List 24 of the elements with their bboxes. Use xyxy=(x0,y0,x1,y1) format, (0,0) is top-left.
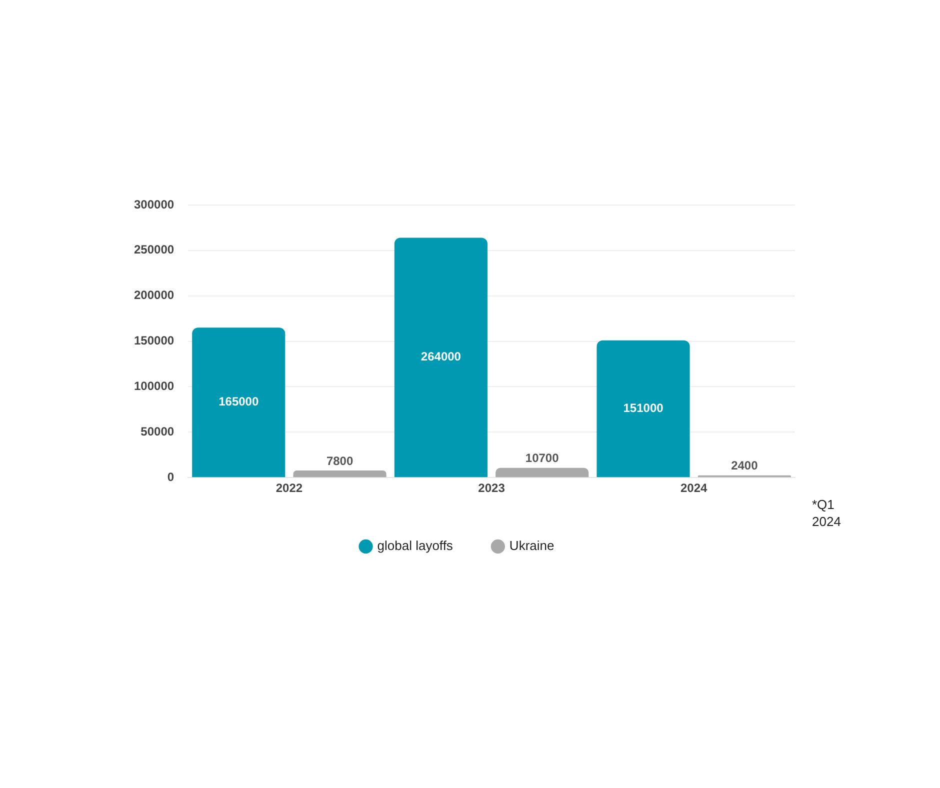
bar xyxy=(293,470,386,478)
y-tick-label: 300000 xyxy=(134,197,174,212)
legend-label: global layoffs xyxy=(377,538,454,554)
bar xyxy=(596,340,690,478)
data-label: 10700 xyxy=(525,451,560,466)
y-tick-label: 0 xyxy=(167,470,174,484)
x-tick-label: 2024 xyxy=(680,481,708,496)
bar xyxy=(496,468,589,478)
bar xyxy=(394,238,488,478)
data-label: 151000 xyxy=(623,401,664,416)
y-tick-label: 50000 xyxy=(140,424,174,438)
data-label: 165000 xyxy=(218,394,259,409)
y-tick-label: 100000 xyxy=(134,379,174,394)
legend-label: Ukraine xyxy=(509,538,554,554)
data-label: 264000 xyxy=(420,350,462,364)
bar xyxy=(192,328,286,478)
x-tick-label: 2022 xyxy=(276,481,303,496)
y-tick-label: 200000 xyxy=(134,288,174,302)
data-label: 7800 xyxy=(326,454,354,468)
text: *Q1 2024 xyxy=(812,496,842,530)
x-tick-label: 2023 xyxy=(478,481,506,496)
data-label: 2400 xyxy=(731,458,758,473)
y-tick-label: 250000 xyxy=(134,242,174,257)
y-tick-label: 150000 xyxy=(134,334,174,348)
